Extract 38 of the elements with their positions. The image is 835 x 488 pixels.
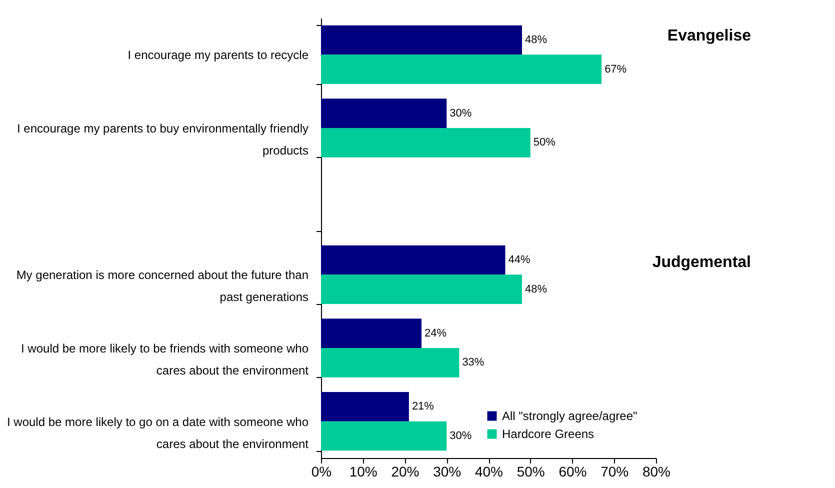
data-label: 30% [450,107,472,120]
data-label: 48% [525,283,548,296]
data-label: 33% [462,356,484,369]
y-tick-label: I would be more likely to be friends with someone who cares about the environment [21,342,310,378]
data-label: 50% [533,136,556,149]
bar [321,25,522,55]
data-label: 24% [424,327,447,340]
x-tick-label: 30% [433,464,462,480]
data-label: 21% [412,400,434,413]
x-tick-label: 0% [311,464,332,480]
x-tick-label: 80% [642,464,671,480]
x-tick-label: 10% [349,464,378,480]
y-tick-label: My generation is more concerned about the future than past generations [16,268,308,304]
bar [321,348,460,378]
bar [321,245,506,275]
legend-label: Hardcore Greens [502,427,594,441]
data-label: 48% [525,34,548,46]
y-tick-label: I encourage my parents to recycle [128,48,309,62]
y-tick-label: I encourage my parents to buy environmentally friendly products [17,122,308,158]
bar [321,98,447,128]
x-tick-label: 50% [516,464,545,480]
bar [321,274,522,304]
bar [321,128,530,158]
bar [321,392,409,422]
bar [321,54,602,84]
x-tick-label: 60% [558,464,587,480]
data-label: 44% [508,254,530,266]
x-tick-label: 70% [600,464,629,480]
text: Evangelise [667,28,752,45]
y-tick-label: I would be more likely to go on a date with someone who cares about the environment [6,414,310,451]
bar [321,318,422,348]
annotation: Judgemental [652,254,751,272]
bar [321,421,447,451]
data-label: 67% [604,63,627,76]
legend-label: All "strongly agree/agree" [502,409,638,423]
x-tick-label: 20% [391,464,420,480]
data-label: 30% [450,430,472,442]
x-tick-label: 40% [474,464,504,480]
